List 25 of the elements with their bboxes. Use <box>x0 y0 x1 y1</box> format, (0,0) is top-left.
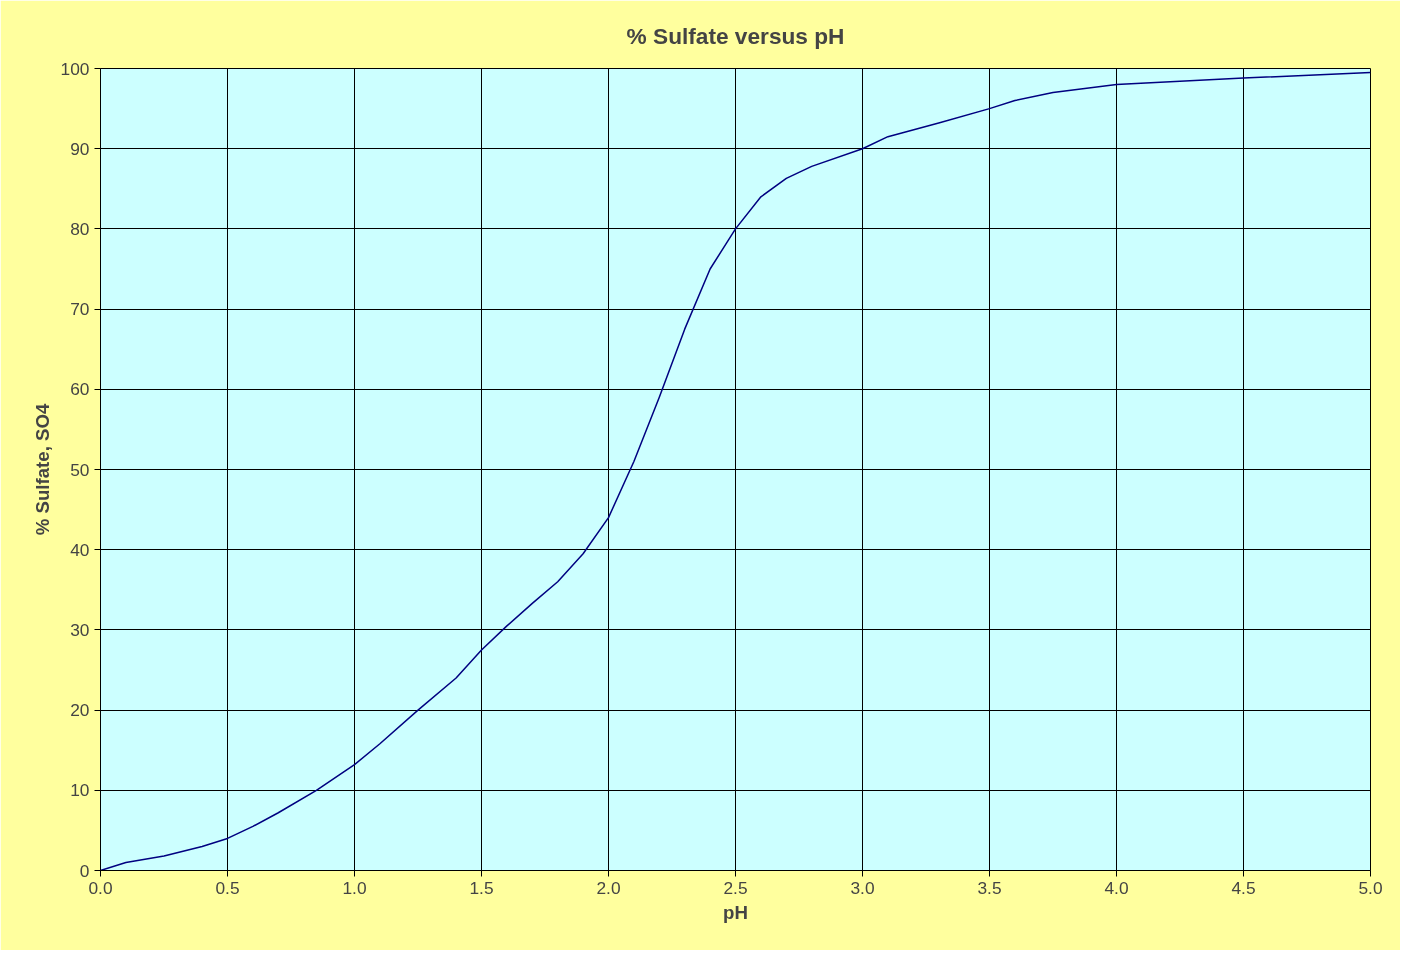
x-tick-label: 4.5 <box>1231 877 1256 898</box>
x-tick-label: 1.5 <box>469 877 494 898</box>
chart-title: % Sulfate versus pH <box>626 22 845 49</box>
y-tick-label: 60 <box>70 379 90 400</box>
x-tick-label: 3.5 <box>977 877 1002 898</box>
y-tick-label: 20 <box>70 700 90 721</box>
x-tick-label: 2.5 <box>723 877 748 898</box>
y-tick-label: 10 <box>70 780 90 801</box>
x-tick-label: 2.0 <box>596 877 621 898</box>
y-axis-title: % Sulfate, SO4 <box>31 403 53 536</box>
y-tick-label: 90 <box>70 138 90 159</box>
y-tick-label: 80 <box>70 218 90 239</box>
y-tick-label: 40 <box>70 539 90 560</box>
y-tick-label: 0 <box>79 860 90 881</box>
x-tick-label: 1.0 <box>342 877 367 898</box>
y-tick-label: 30 <box>70 619 90 640</box>
x-tick-label: 0.0 <box>88 877 113 898</box>
x-tick-label: 4.0 <box>1104 877 1129 898</box>
y-tick-label: 70 <box>70 299 90 320</box>
y-tick-label: 50 <box>70 459 90 480</box>
x-tick-label: 0.5 <box>215 877 240 898</box>
x-tick-label: 3.0 <box>850 877 875 898</box>
x-tick-label: 5.0 <box>1358 877 1383 898</box>
y-tick-label: 100 <box>60 58 90 79</box>
x-axis-title: pH <box>723 901 748 923</box>
